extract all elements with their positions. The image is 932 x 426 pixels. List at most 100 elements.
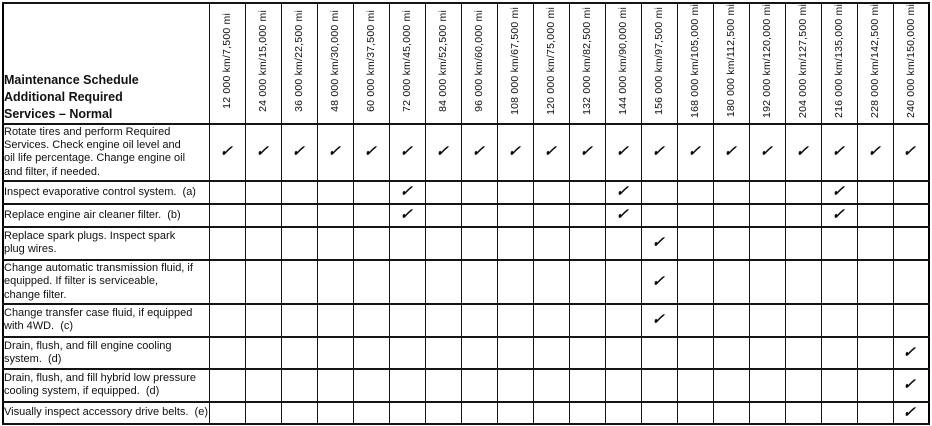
check-cell-checked: ✓ — [712, 122, 750, 182]
checkmark-icon: ✓ — [721, 143, 741, 161]
check-cell-checked: ✓ — [820, 179, 858, 205]
check-cell-empty — [496, 202, 534, 228]
check-cell-empty — [460, 302, 498, 338]
check-cell-empty — [352, 335, 390, 370]
check-cell-empty — [208, 179, 246, 205]
check-cell-empty — [676, 367, 714, 403]
check-cell-empty — [604, 258, 642, 305]
service-row: Replace engine air cleaner filter. (b) ✓ ✓… — [2, 202, 930, 228]
check-cell-checked: ✓ — [892, 335, 930, 370]
check-cell-empty — [424, 335, 462, 370]
check-cell-empty — [532, 367, 570, 403]
check-cell-empty — [532, 302, 570, 338]
check-cell-empty — [424, 367, 462, 403]
checkmark-icon: ✓ — [613, 206, 633, 224]
checkmark-icon: ✓ — [901, 403, 920, 421]
check-cell-empty — [532, 258, 570, 305]
interval-header-cell: 84 000 km/52,500 mi — [424, 2, 462, 125]
check-cell-empty — [352, 302, 390, 338]
checkmark-icon: ✓ — [649, 143, 669, 161]
check-cell-empty — [208, 400, 246, 425]
check-cell-empty — [532, 225, 570, 261]
check-cell-empty — [424, 225, 462, 261]
checkmark-icon: ✓ — [397, 143, 417, 161]
check-cell-checked: ✓ — [388, 179, 426, 205]
check-cell-empty — [424, 258, 462, 305]
checkmark-icon: ✓ — [577, 143, 597, 161]
check-cell-empty — [748, 367, 786, 403]
check-cell-empty — [460, 202, 498, 228]
check-cell-empty — [712, 367, 750, 403]
service-label: Replace spark plugs. Inspect spark plug … — [2, 225, 210, 261]
checkmark-icon: ✓ — [253, 143, 273, 161]
check-cell-empty — [316, 258, 354, 305]
check-cell-empty — [568, 202, 606, 228]
check-cell-empty — [460, 258, 498, 305]
check-cell-empty — [748, 335, 786, 370]
interval-label: 48 000 km/30,000 mi — [328, 10, 341, 112]
check-cell-empty — [856, 258, 894, 305]
checkmark-icon: ✓ — [469, 143, 489, 161]
check-cell-empty — [244, 400, 282, 425]
check-cell-empty — [208, 335, 246, 370]
check-cell-empty — [532, 400, 570, 425]
check-cell-empty — [712, 335, 750, 370]
check-cell-empty — [208, 258, 246, 305]
checkmark-icon: ✓ — [433, 143, 453, 161]
checkmark-icon: ✓ — [901, 376, 920, 394]
check-cell-empty — [388, 258, 426, 305]
check-cell-empty — [604, 225, 642, 261]
check-cell-checked: ✓ — [676, 122, 714, 182]
interval-label: 72 000 km/45,000 mi — [400, 10, 413, 112]
check-cell-empty — [532, 202, 570, 228]
check-cell-empty — [460, 400, 498, 425]
check-cell-empty — [712, 225, 750, 261]
check-cell-empty — [604, 335, 642, 370]
interval-header-cell: 204 000 km/127,500 mi — [784, 2, 822, 125]
checkmark-icon: ✓ — [361, 143, 381, 161]
check-cell-empty — [316, 335, 354, 370]
interval-label: 60 000 km/37,500 mi — [364, 10, 377, 112]
check-cell-empty — [676, 258, 714, 305]
check-cell-empty — [856, 302, 894, 338]
check-cell-empty — [820, 302, 858, 338]
check-cell-checked: ✓ — [892, 367, 930, 403]
check-cell-empty — [280, 400, 318, 425]
check-cell-empty — [748, 302, 786, 338]
check-cell-empty — [856, 400, 894, 425]
check-cell-empty — [892, 179, 930, 205]
checkmark-icon: ✓ — [613, 143, 633, 161]
check-cell-empty — [208, 302, 246, 338]
interval-header-cell: 156 000 km/97,500 mi — [640, 2, 678, 125]
check-cell-empty — [280, 367, 318, 403]
check-cell-empty — [712, 302, 750, 338]
check-cell-checked: ✓ — [892, 400, 930, 425]
check-cell-empty — [568, 335, 606, 370]
interval-header-cell: 72 000 km/45,000 mi — [388, 2, 426, 125]
interval-label: 36 000 km/22,500 mi — [292, 10, 305, 112]
check-cell-empty — [244, 335, 282, 370]
check-cell-checked: ✓ — [640, 225, 678, 261]
interval-label: 132 000 km/82,500 mi — [580, 7, 593, 115]
check-cell-empty — [820, 258, 858, 305]
check-cell-empty — [424, 400, 462, 425]
checkmark-icon: ✓ — [505, 143, 525, 161]
check-cell-empty — [316, 367, 354, 403]
check-cell-empty — [352, 225, 390, 261]
checkmark-icon: ✓ — [649, 234, 669, 252]
interval-header-cell: 96 000 km/60,000 mi — [460, 2, 498, 125]
check-cell-checked: ✓ — [892, 122, 930, 182]
check-cell-checked: ✓ — [316, 122, 354, 182]
check-cell-empty — [244, 367, 282, 403]
service-label: Change transfer case fluid, if equipped … — [2, 302, 210, 338]
check-cell-empty — [640, 335, 678, 370]
table-header: Maintenance Schedule Additional Required… — [2, 2, 930, 125]
interval-header-row: Maintenance Schedule Additional Required… — [2, 2, 930, 125]
checkmark-icon: ✓ — [649, 272, 669, 290]
check-cell-empty — [820, 335, 858, 370]
interval-label: 24 000 km/15,000 mi — [256, 10, 269, 112]
check-cell-empty — [784, 335, 822, 370]
check-cell-empty — [496, 225, 534, 261]
check-cell-empty — [748, 258, 786, 305]
check-cell-empty — [316, 302, 354, 338]
